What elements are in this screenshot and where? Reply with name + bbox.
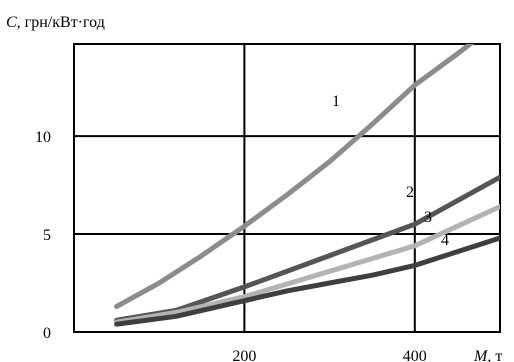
x-tick-label: 400 (403, 348, 427, 362)
series-labels: 1 234 (332, 93, 449, 249)
plot-frame (73, 43, 501, 333)
y-tick-label: 0 (43, 325, 51, 342)
series-label-2: 2 (406, 184, 414, 201)
tick-labels: 200 400 0 5 10 (35, 129, 427, 362)
series-label-4: 4 (441, 232, 449, 249)
series-line-4 (114, 235, 500, 327)
x-tick-label: 200 (232, 348, 256, 362)
y-axis-label: C, грн/кВт·год (6, 14, 105, 31)
series-label-1: 1 (332, 93, 340, 110)
series-label-3: 3 (424, 209, 432, 226)
series-layer (114, 44, 500, 327)
y-tick-label: 5 (43, 227, 51, 244)
x-axis-label: M, т (473, 348, 502, 362)
y-tick-label: 10 (35, 129, 51, 146)
series-line-1 (114, 44, 475, 309)
grid-lines (74, 44, 500, 332)
series-line-3 (114, 204, 500, 325)
